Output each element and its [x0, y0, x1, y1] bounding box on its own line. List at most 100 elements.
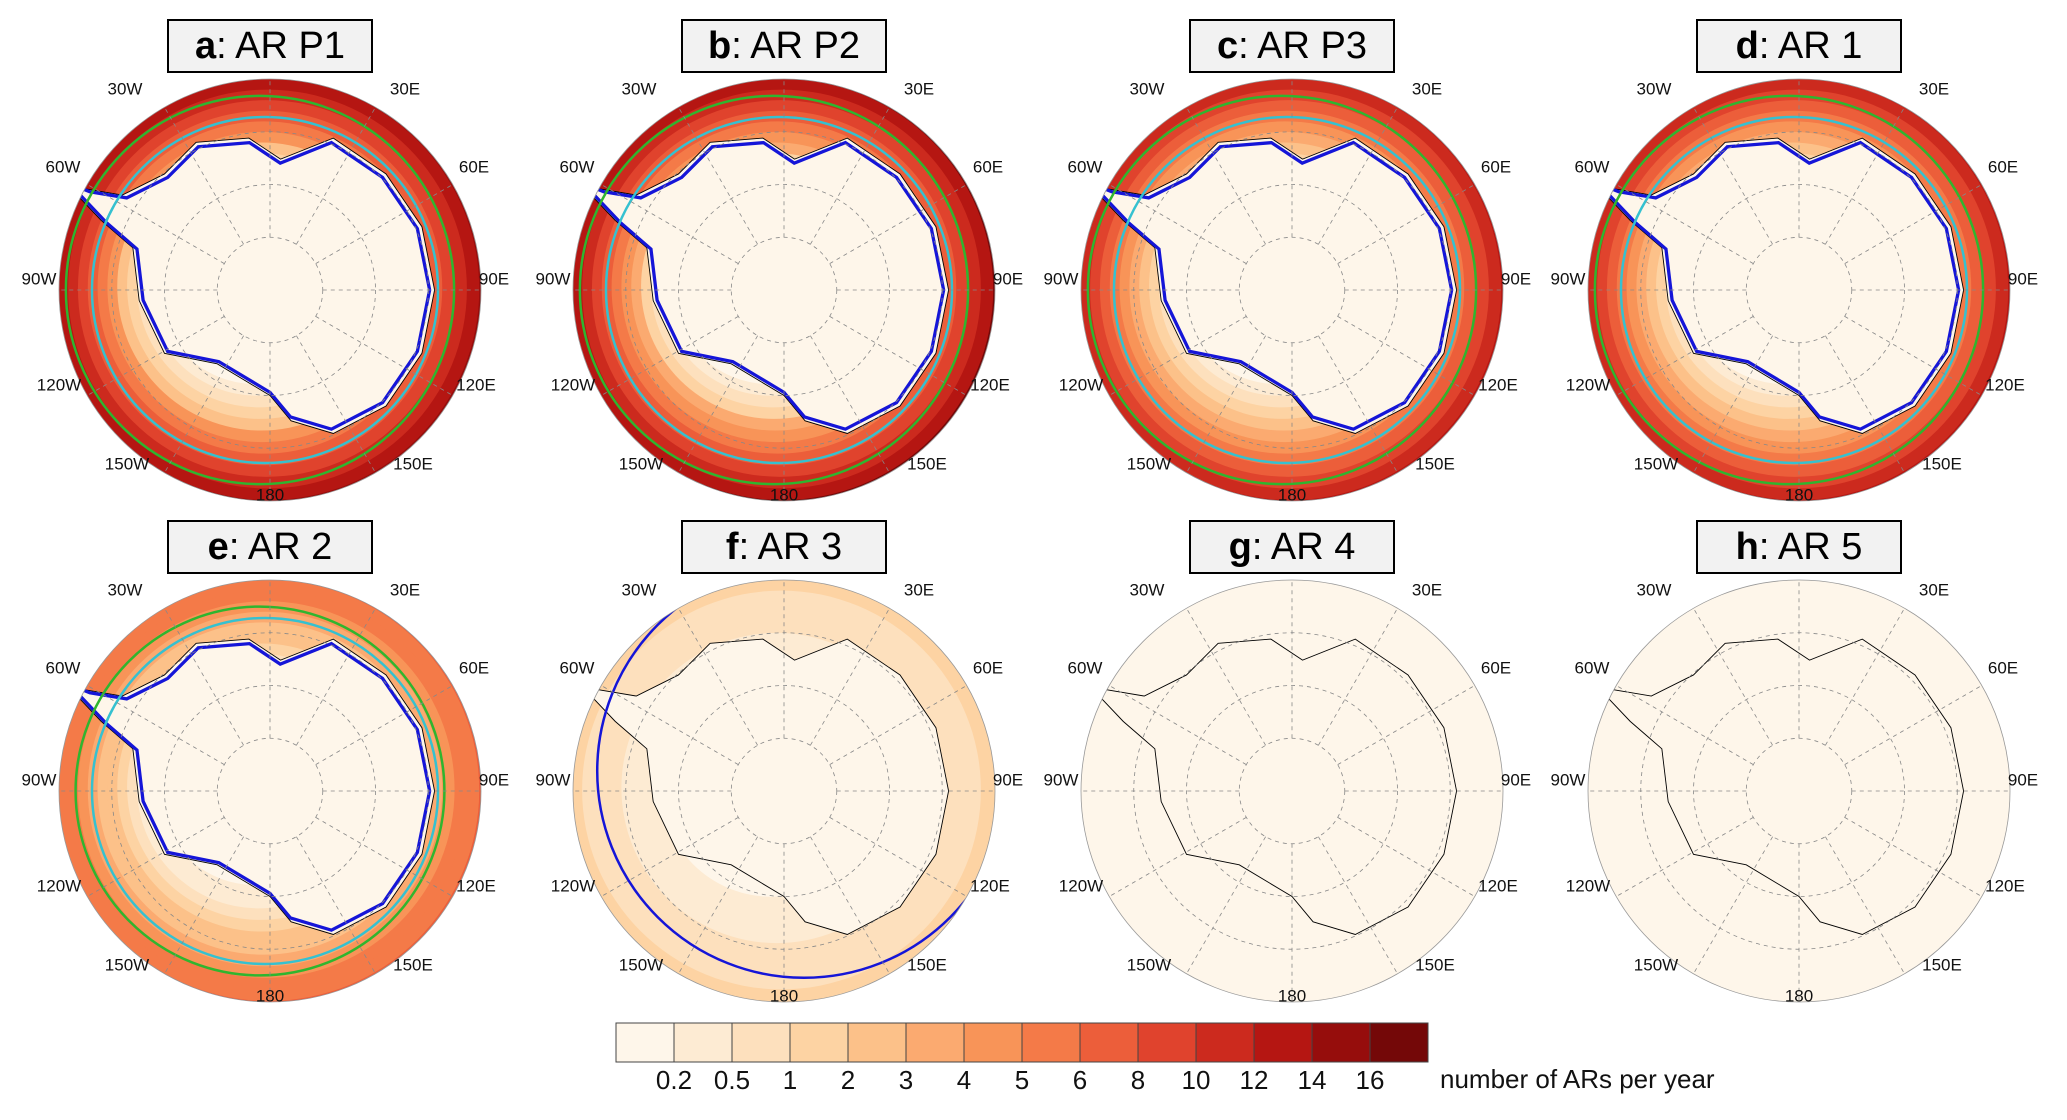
longitude-label: 30W [1637, 79, 1672, 98]
shading [59, 79, 481, 501]
shading [59, 580, 481, 1002]
panel-title: h: AR 5 [1736, 526, 1863, 568]
panel-title-text: : AR P3 [1238, 25, 1367, 67]
longitude-label: 60W [1575, 157, 1610, 176]
longitude-label: 150E [393, 955, 433, 974]
graticule [810, 107, 890, 245]
shading [1588, 580, 2010, 1002]
colorbar-label: 0.5 [714, 1065, 750, 1095]
graticule [601, 184, 739, 264]
graticule [1693, 685, 1905, 897]
longitude-label: 150E [1415, 454, 1455, 473]
longitude-label: 150W [619, 955, 663, 974]
longitude-label: 180 [256, 485, 284, 504]
graticule [1844, 685, 1982, 765]
colorbar-box [673, 1022, 733, 1063]
panel-title-text: : AR 1 [1759, 25, 1863, 67]
panel-title-text: : AR P2 [731, 25, 860, 67]
graticule [1616, 316, 1754, 396]
longitude-label: 60W [560, 157, 595, 176]
longitude-label: 150W [619, 454, 663, 473]
graticule [315, 817, 453, 897]
graticule [601, 817, 739, 897]
longitude-label: 90E [479, 269, 509, 288]
panel-title-text: : AR 3 [739, 526, 843, 568]
panel-title-box [1189, 19, 1395, 73]
longitude-label: 90W [22, 770, 57, 789]
graticule [1318, 107, 1398, 245]
graticule [601, 316, 739, 396]
colorbar-label: 6 [1073, 1065, 1087, 1095]
graticule [164, 608, 244, 746]
graticule [1337, 184, 1475, 264]
panel-title-box [681, 19, 887, 73]
graticule [678, 685, 890, 897]
shading [573, 79, 995, 501]
shading [1081, 580, 1503, 1002]
longitude-label: 90E [2008, 770, 2038, 789]
longitude-label: 90W [1551, 770, 1586, 789]
panel-title-text: : AR 5 [1759, 526, 1863, 568]
longitude-label: 120E [970, 375, 1010, 394]
colorbar-box [1021, 1022, 1081, 1063]
panel-title-text: : AR 4 [1252, 526, 1356, 568]
graticule [601, 685, 739, 765]
map-border [58, 78, 482, 502]
longitude-label: 60W [1575, 658, 1610, 677]
longitude-label: 120W [1566, 876, 1610, 895]
longitude-label: 30E [1412, 79, 1442, 98]
longitude-label: 30E [390, 580, 420, 599]
graticule [829, 184, 967, 264]
longitude-label: 120E [1985, 876, 2025, 895]
panel-title-text: : AR P1 [216, 25, 345, 67]
graticule [296, 836, 376, 974]
longitude-label: 60E [1481, 157, 1511, 176]
longitude-label: 60E [459, 157, 489, 176]
graticule [678, 608, 758, 746]
longitude-label: 150E [1922, 955, 1962, 974]
longitude-label: 120W [37, 375, 81, 394]
graticule [1318, 608, 1398, 746]
graticule [87, 316, 225, 396]
longitude-label: 180 [1278, 485, 1306, 504]
longitude-label: 180 [770, 485, 798, 504]
panel-letter: d [1736, 25, 1759, 67]
panel-title: a: AR P1 [195, 25, 345, 67]
longitude-label: 90W [1044, 770, 1079, 789]
graticule [87, 184, 225, 264]
colorbar-label: 16 [1356, 1065, 1385, 1095]
longitude-label: 90W [536, 770, 571, 789]
panel-title: e: AR 2 [208, 526, 333, 568]
colorbar-label: 0.2 [656, 1065, 692, 1095]
colorbar-box [789, 1022, 849, 1063]
colorbar-title: number of ARs per year [1440, 1064, 1715, 1094]
longitude-label: 60E [459, 658, 489, 677]
graticule [810, 608, 890, 746]
graticule [315, 316, 453, 396]
longitude-label: 30E [1412, 580, 1442, 599]
longitude-label: 90E [2008, 269, 2038, 288]
graticule [87, 817, 225, 897]
longitude-label: 120W [37, 876, 81, 895]
longitude-label: 60W [560, 658, 595, 677]
longitude-label: 150W [105, 955, 149, 974]
longitude-label: 120W [551, 876, 595, 895]
longitude-label: 60W [46, 157, 81, 176]
longitude-label: 30W [108, 580, 143, 599]
longitude-label: 150W [1634, 454, 1678, 473]
longitude-label: 120E [970, 876, 1010, 895]
longitude-label: 150W [1634, 955, 1678, 974]
map-panel: 30W 30E 60W 60E 90W 90E 120W 120E 150W 150E 180 b: … [536, 19, 1023, 504]
panel-title-box [1189, 520, 1395, 574]
longitude-label: 90W [22, 269, 57, 288]
longitude-label: 60E [1988, 658, 2018, 677]
graticule [1693, 184, 1905, 396]
longitude-label: 60E [1481, 658, 1511, 677]
longitude-label: 90E [479, 770, 509, 789]
longitude-label: 120E [1478, 876, 1518, 895]
colorbar-label: 14 [1298, 1065, 1327, 1095]
colorbar-label: 1 [783, 1065, 797, 1095]
longitude-label: 120E [456, 375, 496, 394]
map-border [572, 78, 996, 502]
longitude-label: 150E [393, 454, 433, 473]
